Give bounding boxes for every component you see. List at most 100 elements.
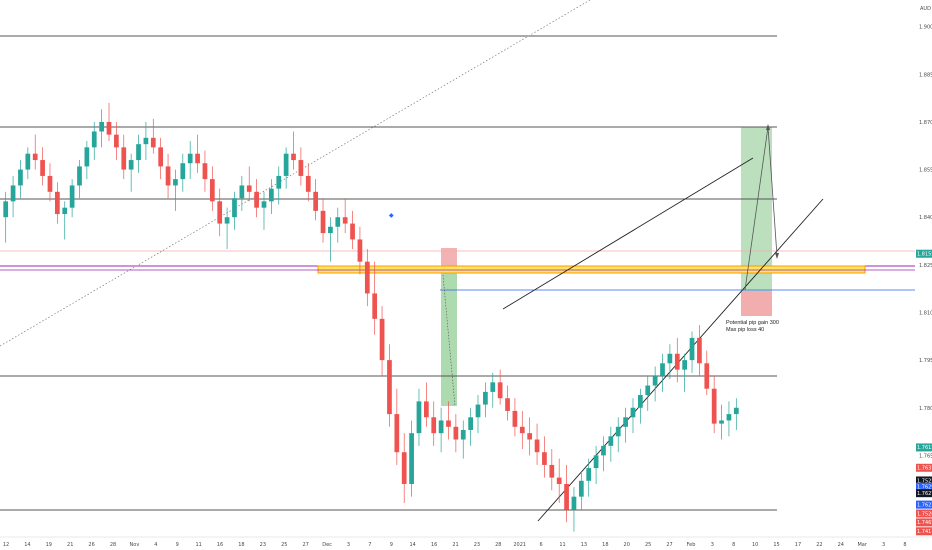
candle-body — [697, 337, 702, 364]
candle-body — [298, 160, 304, 176]
price-tick-label: 1.8100 — [919, 310, 932, 316]
candle-body — [475, 404, 481, 418]
annotation-loss: Max pip loss 40 — [726, 327, 764, 333]
candle-body — [571, 496, 577, 510]
price-tag — [916, 476, 932, 485]
candle-body — [652, 375, 658, 386]
time-tick-label: 9 — [390, 542, 393, 548]
time-tick-label: 23 — [260, 542, 266, 548]
candle-body — [150, 137, 156, 148]
candle-body — [387, 360, 392, 415]
price-tag — [916, 249, 932, 258]
candle-body — [224, 217, 230, 224]
long-stop-zone-2[interactable] — [741, 291, 772, 316]
candle-body — [542, 452, 547, 465]
wedge-lower-trendline[interactable] — [537, 198, 824, 522]
price-tag-label: 1.7520 — [917, 511, 932, 517]
candle-body — [180, 163, 186, 180]
candle-body — [128, 160, 134, 170]
time-tick-label: 6 — [540, 542, 543, 548]
price-tag — [916, 443, 932, 452]
candle-body — [77, 166, 82, 186]
candle-body — [682, 360, 688, 370]
price-tick-label: 1.7950 — [919, 358, 932, 364]
candle-body — [423, 401, 429, 418]
price-tick-label: 1.8550 — [919, 168, 932, 174]
time-tick-label: 16 — [431, 542, 437, 548]
candle-body — [32, 153, 38, 161]
time-tick-label: 8 — [732, 542, 735, 548]
candle-body — [379, 318, 385, 361]
candle-body — [564, 483, 569, 510]
price-tick-label: 1.9000 — [919, 25, 932, 31]
drawings-layer: ◆ — [0, 0, 915, 522]
candle-body — [660, 363, 665, 376]
candle-body — [608, 436, 614, 446]
candle-body — [136, 144, 141, 161]
time-tick-label: 27 — [666, 542, 672, 548]
time-tick-label: 21 — [67, 542, 73, 548]
time-tick-label: 3 — [347, 542, 350, 548]
price-tag — [916, 482, 932, 491]
candle-body — [114, 134, 119, 148]
candles-layer — [3, 102, 739, 532]
currency-label: AUD — [920, 6, 931, 12]
candle-body — [534, 439, 540, 453]
candle-body — [689, 337, 695, 361]
wedge-upper-trendline[interactable] — [502, 157, 754, 310]
candle-body — [40, 160, 45, 176]
price-tag-label: 1.76293 — [917, 485, 932, 491]
candle-body — [409, 433, 414, 484]
price-tick-label: 1.7800 — [919, 406, 932, 412]
blue-marker-icon: ◆ — [389, 213, 394, 219]
candle-body — [357, 239, 363, 262]
candle-body — [630, 407, 636, 418]
candle-body — [733, 407, 739, 415]
time-tick-label: 25 — [645, 542, 651, 548]
time-tick-label: 3 — [882, 542, 885, 548]
candle-body — [106, 121, 112, 135]
candle-body — [645, 385, 651, 396]
time-tick-label: 25 — [281, 542, 287, 548]
candle-body — [99, 121, 104, 132]
price-tag — [916, 518, 932, 527]
time-axis[interactable]: 12 14 19 21 26 28 Nov 4 9 11 16 18 23 25 27 Dec 3 7 9 14 16 2… — [3, 542, 907, 548]
candle-body — [468, 417, 473, 430]
time-tick-label: 3 — [711, 542, 714, 548]
candle-body — [512, 410, 518, 427]
candle-body — [438, 420, 444, 434]
candle-body — [615, 426, 621, 437]
price-tick-label: 1.8250 — [919, 263, 932, 269]
candle-body — [453, 426, 459, 440]
candle-body — [283, 153, 289, 176]
candle-body — [342, 217, 348, 224]
candle-body — [328, 226, 333, 234]
time-tick-label: 14 — [24, 542, 30, 548]
candle-body — [313, 191, 319, 211]
key-zone[interactable] — [317, 265, 866, 274]
candle-body — [431, 417, 437, 434]
candle-body — [62, 207, 68, 215]
candle-body — [320, 210, 326, 234]
candle-body — [483, 391, 488, 405]
time-tick-label: 16 — [217, 542, 223, 548]
price-tag-label: 1.7465 — [917, 520, 932, 526]
time-tick-label: 21 — [452, 542, 458, 548]
candle-body — [10, 185, 16, 202]
candle-body — [497, 382, 503, 399]
time-tick-label: 10 — [752, 542, 758, 548]
time-tick-label: 19 — [46, 542, 52, 548]
dashed-projection — [442, 274, 456, 407]
time-tick-label: 23 — [474, 542, 480, 548]
candle-body — [261, 201, 267, 208]
price-tick-label: 1.8850 — [919, 72, 932, 78]
candle-body — [394, 414, 400, 453]
candle-body — [505, 398, 510, 411]
arrow-head-icon — [775, 253, 779, 259]
time-tick-label: 18 — [238, 542, 244, 548]
candle-body — [84, 147, 90, 167]
candle-body — [401, 452, 407, 484]
